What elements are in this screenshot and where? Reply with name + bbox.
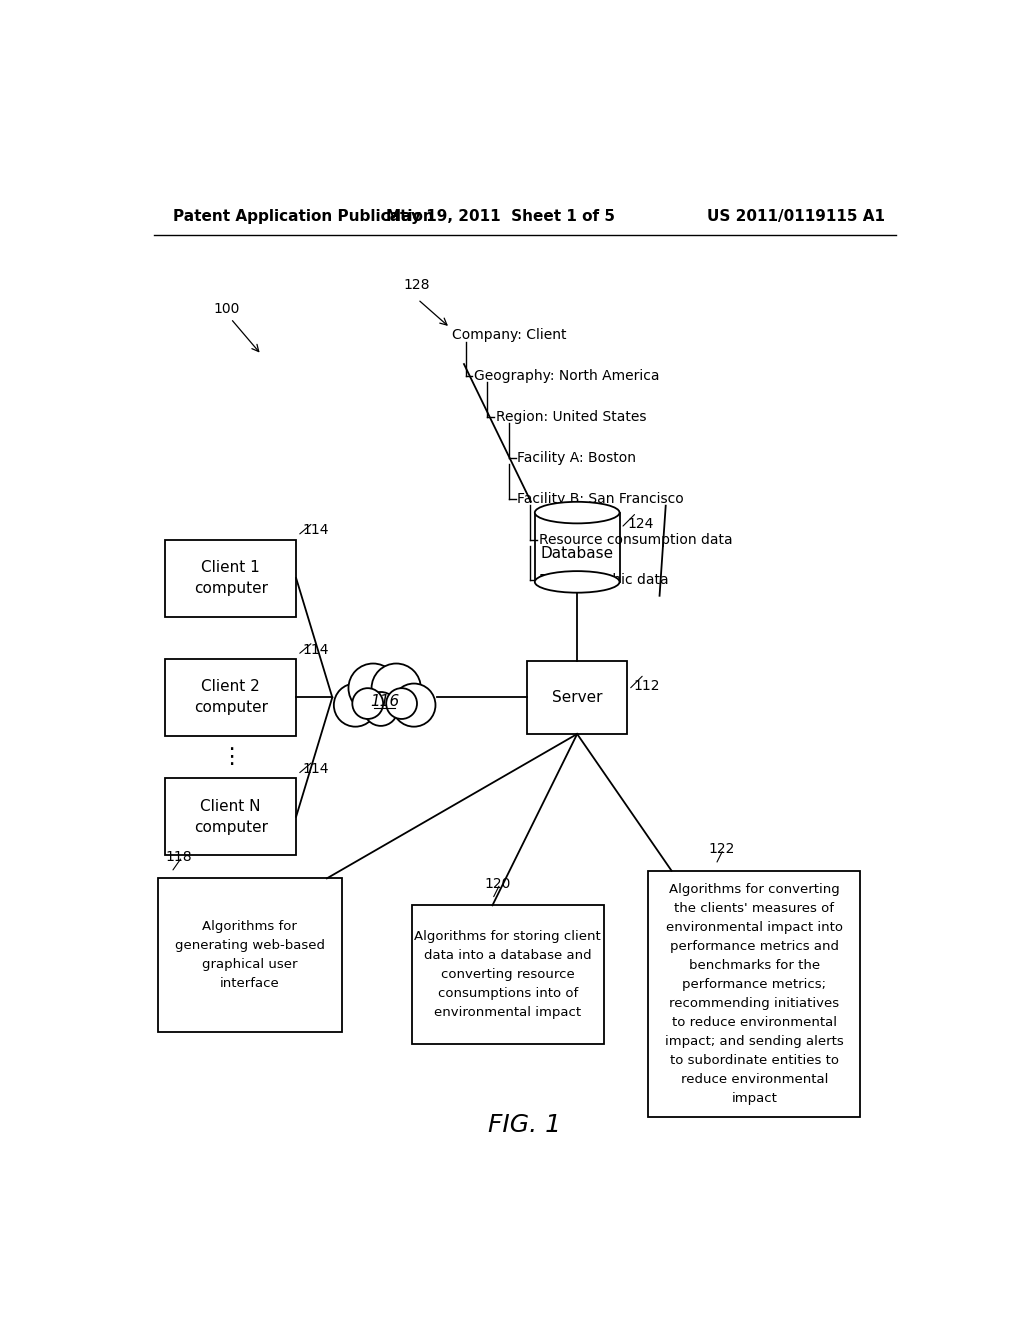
Bar xyxy=(165,659,296,737)
Text: US 2011/0119115 A1: US 2011/0119115 A1 xyxy=(708,209,885,223)
Text: Client 1
computer: Client 1 computer xyxy=(194,560,267,597)
Text: Demographic data: Demographic data xyxy=(539,573,669,587)
Text: ⋮: ⋮ xyxy=(219,747,242,767)
Text: Client 2
computer: Client 2 computer xyxy=(194,680,267,715)
Circle shape xyxy=(352,688,383,719)
Text: Resource consumption data: Resource consumption data xyxy=(539,532,732,546)
Text: 122: 122 xyxy=(708,842,734,857)
Text: Facility B: San Francisco: Facility B: San Francisco xyxy=(517,492,684,506)
Text: 112: 112 xyxy=(634,678,659,693)
Bar xyxy=(165,779,296,855)
Text: May 19, 2011  Sheet 1 of 5: May 19, 2011 Sheet 1 of 5 xyxy=(386,209,614,223)
Text: 124: 124 xyxy=(628,517,653,531)
Bar xyxy=(158,878,342,1032)
Text: FIG. 1: FIG. 1 xyxy=(488,1113,561,1137)
Ellipse shape xyxy=(535,572,620,593)
Text: 114: 114 xyxy=(302,523,329,537)
Text: Algorithms for storing client
data into a database and
converting resource
consu: Algorithms for storing client data into … xyxy=(415,931,601,1019)
Ellipse shape xyxy=(535,502,620,523)
Text: Patent Application Publication: Patent Application Publication xyxy=(173,209,433,223)
Text: Server: Server xyxy=(552,690,602,705)
Bar xyxy=(648,871,860,1117)
Circle shape xyxy=(364,692,397,726)
Text: 100: 100 xyxy=(214,301,240,315)
Circle shape xyxy=(348,664,397,713)
Text: 118: 118 xyxy=(165,850,191,863)
Text: 116: 116 xyxy=(370,694,399,709)
Text: Company: Client: Company: Client xyxy=(453,329,567,342)
Circle shape xyxy=(386,688,417,719)
Bar xyxy=(165,540,296,616)
Bar xyxy=(412,906,604,1044)
Text: 128: 128 xyxy=(403,279,430,293)
Bar xyxy=(527,661,628,734)
Bar xyxy=(535,512,620,582)
Text: Region: United States: Region: United States xyxy=(496,411,646,424)
Text: Client N
computer: Client N computer xyxy=(194,799,267,834)
Circle shape xyxy=(372,664,421,713)
Text: 114: 114 xyxy=(302,762,329,776)
Circle shape xyxy=(334,684,377,726)
Text: Geography: North America: Geography: North America xyxy=(474,370,659,383)
Text: 120: 120 xyxy=(484,876,511,891)
Text: Algorithms for
generating web-based
graphical user
interface: Algorithms for generating web-based grap… xyxy=(175,920,325,990)
Circle shape xyxy=(392,684,435,726)
Text: Algorithms for converting
the clients' measures of
environmental impact into
per: Algorithms for converting the clients' m… xyxy=(665,883,844,1105)
Text: Facility A: Boston: Facility A: Boston xyxy=(517,451,636,465)
Text: 114: 114 xyxy=(302,643,329,656)
Text: Database: Database xyxy=(541,546,613,561)
